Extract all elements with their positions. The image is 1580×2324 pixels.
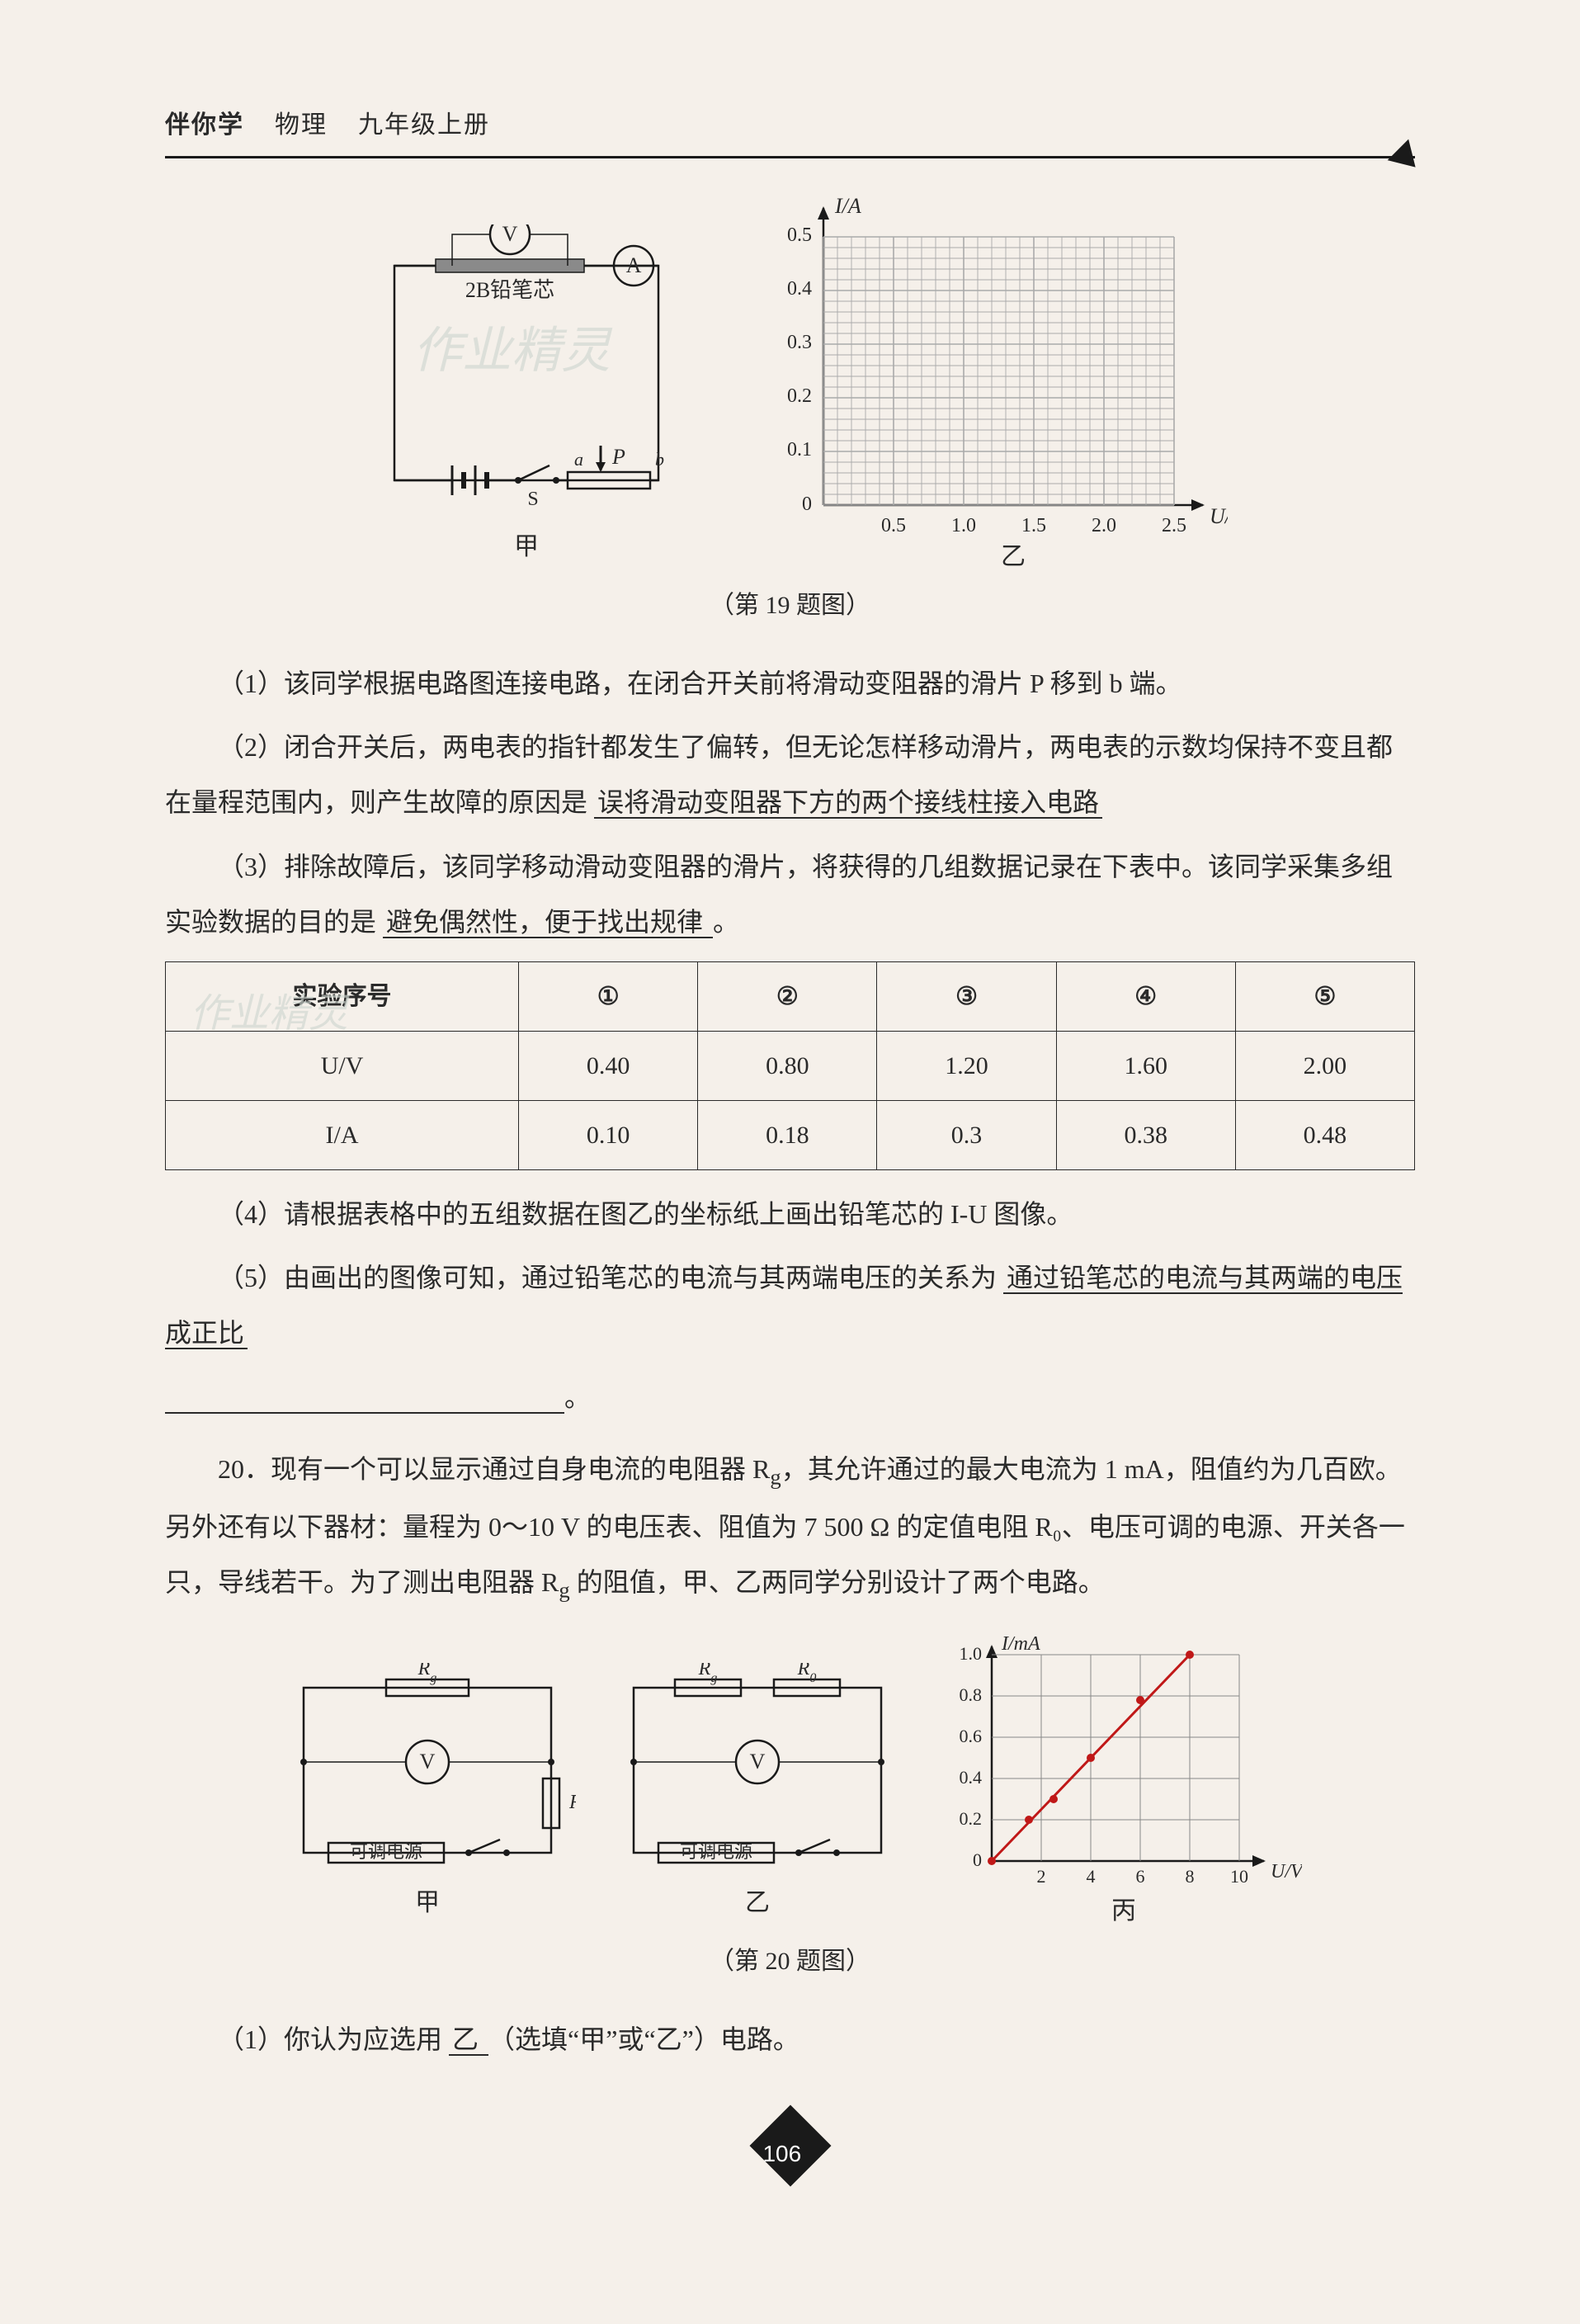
svg-text:0.2: 0.2 bbox=[787, 385, 812, 407]
q19-p2-answer: 误将滑动变阻器下方的两个接线柱接入电路 bbox=[594, 787, 1102, 819]
q20-intro: 20．现有一个可以显示通过自身电流的电阻器 Rg，其允许通过的最大电流为 1 m… bbox=[165, 1442, 1415, 1613]
figure-19-caption: （第 19 题图） bbox=[165, 579, 1415, 631]
q19-p3-answer: 避免偶然性，便于找出规律 bbox=[383, 907, 713, 938]
figure-20-caption: （第 20 题图） bbox=[165, 1935, 1415, 1987]
svg-text:0.3: 0.3 bbox=[787, 332, 812, 353]
svg-text:2.0: 2.0 bbox=[1092, 515, 1116, 536]
svg-text:可调电源: 可调电源 bbox=[679, 1841, 752, 1862]
table-row: U/V 0.40 0.80 1.20 1.60 2.00 bbox=[166, 1031, 1415, 1100]
svg-text:6: 6 bbox=[1135, 1866, 1144, 1887]
svg-text:2B铅笔芯: 2B铅笔芯 bbox=[465, 278, 554, 302]
th: 实验序号 bbox=[166, 961, 519, 1031]
svg-text:Rg: Rg bbox=[697, 1663, 717, 1685]
th: ③ bbox=[877, 961, 1056, 1031]
q19-p3: （3）排除故障后，该同学移动滑动变阻器的滑片，将获得的几组数据记录在下表中。该同… bbox=[165, 839, 1415, 950]
page-header: 伴你学 物理 九年级上册 bbox=[165, 99, 1415, 158]
circuit-20-jia: Rg V R0 可调电源 甲 bbox=[279, 1663, 576, 1927]
svg-text:0.2: 0.2 bbox=[959, 1808, 982, 1829]
q20-p1-answer: 乙 bbox=[449, 2024, 488, 2056]
svg-text:V: V bbox=[749, 1750, 765, 1774]
svg-text:0.5: 0.5 bbox=[787, 224, 812, 246]
th: ② bbox=[698, 961, 877, 1031]
svg-text:4: 4 bbox=[1086, 1866, 1095, 1887]
svg-text:A: A bbox=[625, 253, 641, 277]
th: ① bbox=[519, 961, 698, 1031]
th: ⑤ bbox=[1235, 961, 1414, 1031]
figure-20: Rg V R0 可调电源 甲 Rg R0 V 可调电源 bbox=[165, 1630, 1415, 1927]
svg-text:甲: 甲 bbox=[415, 1889, 440, 1916]
svg-text:可调电源: 可调电源 bbox=[349, 1841, 422, 1862]
svg-text:1.0: 1.0 bbox=[959, 1643, 982, 1664]
svg-text:0.8: 0.8 bbox=[959, 1684, 982, 1705]
svg-text:U/V: U/V bbox=[1210, 504, 1228, 528]
q20-p1: （1）你认为应选用 乙 （选填“甲”或“乙”）电路。 bbox=[165, 2012, 1415, 2067]
subject: 物理 bbox=[275, 111, 328, 139]
svg-text:I/A: I/A bbox=[834, 194, 861, 218]
svg-text:a: a bbox=[574, 449, 583, 470]
svg-text:0.4: 0.4 bbox=[787, 278, 812, 300]
grid-yi: I/A U/V 0 0.1 0.2 0.3 0.4 0.5 0.5 1.0 1.… bbox=[766, 191, 1228, 571]
svg-text:R0: R0 bbox=[796, 1663, 816, 1685]
figure-19: 作业精灵 V A 2B铅笔芯 S a bbox=[165, 191, 1415, 571]
svg-text:0.4: 0.4 bbox=[959, 1767, 982, 1788]
svg-text:1.5: 1.5 bbox=[1021, 515, 1046, 536]
svg-text:I/mA: I/mA bbox=[1001, 1633, 1040, 1655]
page-number: 106 bbox=[165, 2117, 1415, 2194]
svg-text:乙: 乙 bbox=[1001, 543, 1026, 570]
svg-text:0: 0 bbox=[802, 494, 812, 515]
data-table-wrap: 作业精灵 实验序号 ① ② ③ ④ ⑤ U/V 0.40 0.80 1.20 1… bbox=[165, 961, 1415, 1170]
svg-text:1.0: 1.0 bbox=[951, 515, 976, 536]
q19-p4: （4）请根据表格中的五组数据在图乙的坐标纸上画出铅笔芯的 I-U 图像。 bbox=[165, 1187, 1415, 1242]
data-table: 实验序号 ① ② ③ ④ ⑤ U/V 0.40 0.80 1.20 1.60 2… bbox=[165, 961, 1415, 1170]
svg-text:乙: 乙 bbox=[745, 1889, 770, 1916]
svg-text:0: 0 bbox=[973, 1849, 982, 1870]
svg-text:0.1: 0.1 bbox=[787, 439, 812, 461]
svg-text:Rg: Rg bbox=[417, 1663, 436, 1685]
q19-p5-cont: 。 bbox=[165, 1370, 1415, 1425]
svg-text:丙: 丙 bbox=[1111, 1897, 1136, 1925]
svg-text:0.5: 0.5 bbox=[881, 515, 906, 536]
svg-text:V: V bbox=[419, 1750, 435, 1774]
svg-text:U/V: U/V bbox=[1271, 1861, 1302, 1882]
circuit-20-yi: Rg R0 V 可调电源 乙 bbox=[609, 1663, 906, 1927]
q19-p2: （2）闭合开关后，两电表的指针都发生了偏转，但无论怎样移动滑片，两电表的示数均保… bbox=[165, 720, 1415, 830]
series-title: 伴你学 bbox=[165, 111, 244, 139]
th: ④ bbox=[1056, 961, 1235, 1031]
q19-p5: （5）由画出的图像可知，通过铅笔芯的电流与其两端电压的关系为 通过铅笔芯的电流与… bbox=[165, 1250, 1415, 1361]
q19-p3-text: （3）排除故障后，该同学移动滑动变阻器的滑片，将获得的几组数据记录在下表中。该同… bbox=[165, 852, 1393, 937]
table-row: I/A 0.10 0.18 0.3 0.38 0.48 bbox=[166, 1100, 1415, 1169]
svg-text:10: 10 bbox=[1230, 1866, 1248, 1887]
svg-text:V: V bbox=[502, 224, 517, 246]
svg-text:2: 2 bbox=[1036, 1866, 1045, 1887]
table-row: 实验序号 ① ② ③ ④ ⑤ bbox=[166, 961, 1415, 1031]
grade: 九年级上册 bbox=[358, 111, 490, 139]
svg-text:b: b bbox=[655, 449, 664, 470]
svg-text:0.6: 0.6 bbox=[959, 1726, 982, 1746]
svg-text:8: 8 bbox=[1185, 1866, 1194, 1887]
q19-p1: （1）该同学根据电路图连接电路，在闭合开关前将滑动变阻器的滑片 P 移到 b 端… bbox=[165, 656, 1415, 711]
circuit-jia: V A 2B铅笔芯 S a P b 甲 bbox=[353, 224, 700, 571]
svg-text:2.5: 2.5 bbox=[1162, 515, 1186, 536]
svg-text:R0: R0 bbox=[568, 1792, 576, 1819]
svg-text:P: P bbox=[611, 445, 625, 469]
svg-text:S: S bbox=[527, 489, 538, 510]
q19-p5-text: （5）由画出的图像可知，通过铅笔芯的电流与其两端电压的关系为 bbox=[218, 1263, 997, 1292]
svg-text:甲: 甲 bbox=[514, 533, 539, 560]
chart-bing: I/mA U/V 0 0.2 0.4 0.6 0.8 1.0 2 4 6 8 bbox=[939, 1630, 1302, 1927]
